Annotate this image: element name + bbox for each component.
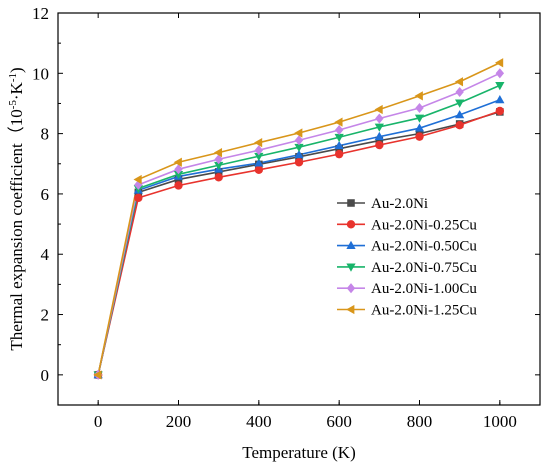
legend: Au-2.0Ni Au-2.0Ni-0.25Cu Au-2.0Ni-0.50Cu Au… <box>337 196 477 319</box>
y-axis-title-mid: ·K <box>7 81 26 100</box>
data-point <box>374 104 383 115</box>
series-markers <box>93 58 505 380</box>
y-axis-title-sup2: -1 <box>7 73 19 82</box>
data-point <box>214 161 224 171</box>
data-point <box>415 132 424 141</box>
x-tick-label: 600 <box>326 412 352 431</box>
data-point <box>375 140 384 150</box>
data-point <box>346 220 356 229</box>
data-point <box>334 133 344 143</box>
data-point <box>455 86 464 98</box>
data-point <box>334 124 344 136</box>
y-tick-label: 2 <box>41 306 50 325</box>
data-point <box>134 193 143 203</box>
data-point <box>455 110 465 119</box>
y-tick-label: 10 <box>32 64 49 83</box>
data-point <box>173 157 182 167</box>
data-point <box>334 140 344 150</box>
y-axis-title-end: ) <box>7 67 26 73</box>
data-point <box>294 135 304 146</box>
data-point <box>254 152 264 162</box>
legend-label: Au-2.0Ni <box>371 196 428 212</box>
data-point <box>414 123 425 132</box>
data-point <box>173 170 184 180</box>
y-axis-title-sup: -5 <box>7 100 19 110</box>
data-point <box>454 77 464 87</box>
data-point <box>294 149 304 159</box>
data-point <box>375 113 384 124</box>
data-point <box>254 145 264 156</box>
data-point <box>294 128 303 138</box>
data-point <box>346 263 356 272</box>
data-point <box>214 154 223 165</box>
y-tick-label: 6 <box>41 185 50 204</box>
data-point <box>374 131 384 140</box>
legend-label: Au-2.0Ni-0.50Cu <box>371 239 477 255</box>
data-point <box>334 117 343 127</box>
data-point <box>495 82 505 91</box>
data-point <box>495 106 505 116</box>
y-axis-title-main: Thermal expansion coefficient（10 <box>7 109 26 350</box>
data-point <box>334 149 344 159</box>
x-tick-label: 1000 <box>483 412 517 431</box>
y-tick-label: 12 <box>32 4 49 23</box>
data-point <box>133 174 142 185</box>
data-point <box>214 173 223 182</box>
data-point <box>495 68 505 79</box>
data-point <box>254 158 264 167</box>
data-point <box>93 370 102 380</box>
y-tick-label: 4 <box>41 245 50 264</box>
data-point <box>414 91 423 101</box>
data-point <box>455 120 464 130</box>
y-tick-label: 8 <box>41 125 50 144</box>
data-point <box>415 102 424 114</box>
x-tick-label: 0 <box>94 412 103 431</box>
data-point <box>374 123 384 132</box>
x-tick-label: 400 <box>246 412 272 431</box>
data-point <box>455 99 465 108</box>
axis-ticks: 0 200 400 600 800 1000 0 2 4 6 8 10 12 <box>32 4 540 431</box>
data-point <box>347 199 355 207</box>
x-tick-label: 800 <box>407 412 433 431</box>
data-point <box>254 138 263 148</box>
x-axis-title: Temperature (K) <box>242 443 356 462</box>
data-point <box>495 58 504 68</box>
data-point <box>254 165 264 174</box>
legend-label: Au-2.0Ni-0.75Cu <box>371 260 477 276</box>
data-point <box>346 283 356 294</box>
data-point <box>346 304 355 315</box>
legend-label: Au-2.0Ni-0.25Cu <box>371 217 477 233</box>
legend-label: Au-2.0Ni-1.25Cu <box>371 303 477 319</box>
y-axis-title: Thermal expansion coefficient（10-5·K-1) <box>7 67 26 350</box>
data-point <box>346 240 356 249</box>
plot-frame <box>57 12 541 406</box>
data-point <box>294 143 304 153</box>
x-tick-label: 200 <box>166 412 192 431</box>
data-point <box>174 164 183 175</box>
data-point <box>375 136 384 145</box>
data-point <box>213 147 223 158</box>
data-point <box>495 95 505 104</box>
legend-label: Au-2.0Ni-1.00Cu <box>371 281 477 297</box>
y-tick-label: 0 <box>41 366 50 385</box>
data-point <box>174 181 183 190</box>
data-point <box>414 114 425 123</box>
data-point <box>294 158 304 167</box>
